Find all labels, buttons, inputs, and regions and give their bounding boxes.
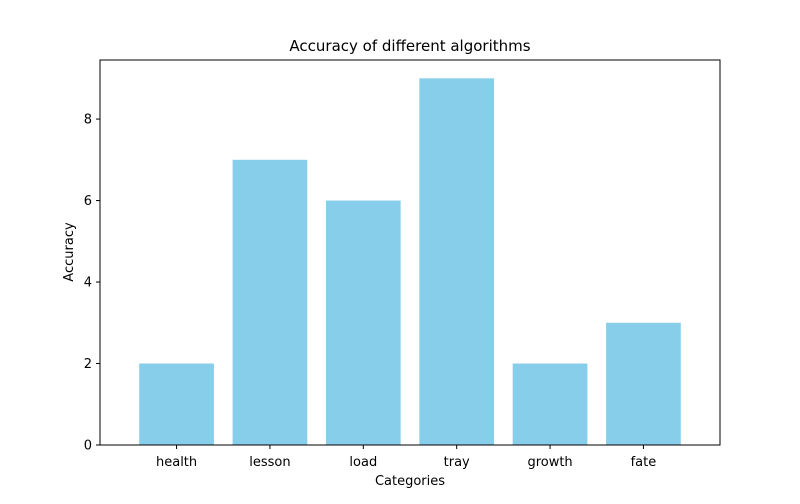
y-tick-label: 8 xyxy=(84,113,92,128)
x-tick-label: load xyxy=(349,455,377,470)
bar-fate xyxy=(606,322,681,445)
bar-health xyxy=(139,363,214,445)
bars-layer xyxy=(139,78,681,445)
x-tick-label: tray xyxy=(444,455,470,470)
plot-frame xyxy=(99,59,721,446)
x-tick-label: fate xyxy=(631,455,657,470)
x-tick-label: health xyxy=(156,455,197,470)
y-tick-label: 4 xyxy=(84,276,92,291)
bar-tray xyxy=(419,78,495,445)
bar-lesson xyxy=(232,159,308,445)
x-axis-label: Categories xyxy=(375,474,445,489)
bar-growth xyxy=(512,363,588,445)
bar-load xyxy=(325,200,401,445)
y-tick-label: 6 xyxy=(84,194,92,209)
x-tick-label: growth xyxy=(527,455,572,470)
y-axis-label: Accuracy xyxy=(62,222,77,282)
y-tick-label: 0 xyxy=(84,439,92,454)
y-tick-label: 2 xyxy=(84,357,92,372)
y-axis-ticks: 0 2 4 6 8 xyxy=(84,113,100,454)
x-axis-ticks: health lesson load tray growth fate xyxy=(156,445,656,470)
x-tick-label: lesson xyxy=(249,455,290,470)
chart-title: Accuracy of different algorithms xyxy=(289,37,530,55)
